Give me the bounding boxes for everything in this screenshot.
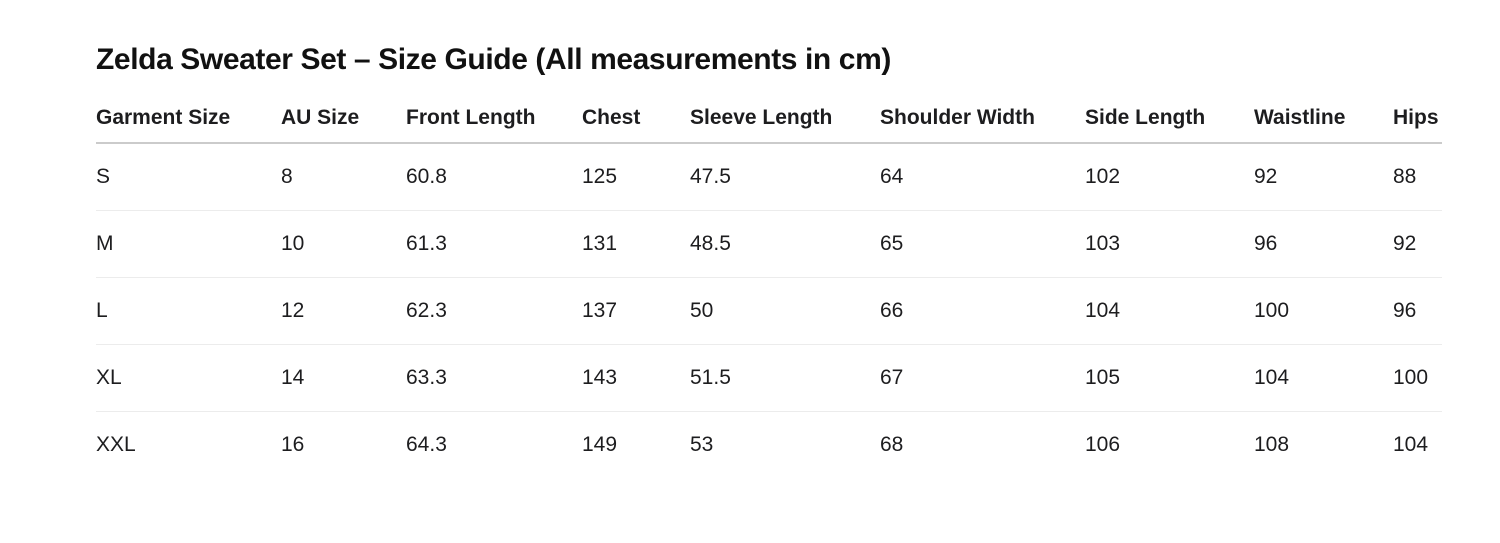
table-cell: 64.3 [406,433,447,456]
table-cell: 143 [582,344,690,412]
table-cell: 102 [1085,143,1254,211]
table-cell: 16 [281,433,305,456]
table-cell: 48.5 [690,210,880,278]
table-cell: M [96,210,281,278]
table-cell: 66 [880,277,1085,345]
column-header-sleeve-length: Sleeve Length [690,94,880,144]
table-cell: 108 [1254,433,1290,456]
table-cell: 104 [1085,277,1254,345]
size-guide-page: Zelda Sweater Set – Size Guide (All meas… [96,43,1442,478]
table-cell: 47.5 [690,143,880,211]
table-cell: 96 [1393,277,1442,345]
column-header-waistline: Waistline [1254,94,1393,144]
table-cell: 100 [1254,277,1393,345]
column-header-garment-size: Garment Size [96,94,281,144]
table-row-xxl: XXL 16 64.3 149 53 68 106 108 104 [96,412,1442,479]
table-row-s: S 8 60.8 125 47.5 64 102 92 88 [96,143,1442,211]
table-cell: 103 [1085,210,1254,278]
table-cell: 100 [1393,344,1442,412]
table-cell: 12 [281,277,406,345]
table-cell: 105 [1085,344,1254,412]
column-header-front-length: Front Length [406,94,582,144]
table-row-l: L 12 62.3 137 50 66 104 100 96 [96,277,1442,345]
column-header-chest: Chest [582,94,690,144]
table-cell: 96 [1254,210,1393,278]
table-cell: 53 [690,433,714,456]
table-cell: 88 [1393,143,1442,211]
table-cell: 63.3 [406,344,582,412]
table-row-xl: XL 14 63.3 143 51.5 67 105 104 100 [96,344,1442,412]
table-cell: 64 [880,143,1085,211]
table-cell: 149 [582,433,618,456]
table-cell: 10 [281,210,406,278]
table-cell: 125 [582,143,690,211]
table-cell: 137 [582,277,690,345]
table-cell: 62.3 [406,277,582,345]
page-title: Zelda Sweater Set – Size Guide (All meas… [96,43,891,76]
table-cell: 60.8 [406,143,582,211]
column-header-hips: Hips [1393,94,1442,144]
table-cell: 51.5 [690,344,880,412]
column-header-side-length: Side Length [1085,94,1254,144]
table-cell: 14 [281,344,406,412]
table-cell: 92 [1393,210,1442,278]
column-header-shoulder-width: Shoulder Width [880,94,1085,144]
table-cell: S [96,143,281,211]
table-header-row: Garment Size AU Size Front Length Chest … [96,94,1442,144]
size-guide-table: Garment Size AU Size Front Length Chest … [96,94,1442,478]
table-cell: 104 [1393,433,1429,456]
table-cell: XL [96,344,281,412]
table-cell: 65 [880,210,1085,278]
table-cell: 106 [1085,433,1121,456]
table-cell: 61.3 [406,210,582,278]
table-cell: 50 [690,277,880,345]
column-header-au-size: AU Size [281,94,406,144]
table-cell: 8 [281,143,406,211]
table-cell: 68 [880,433,904,456]
table-cell: L [96,277,281,345]
table-row-m: M 10 61.3 131 48.5 65 103 96 92 [96,210,1442,278]
table-cell: 92 [1254,143,1393,211]
table-cell: 67 [880,344,1085,412]
table-cell: 131 [582,210,690,278]
table-cell: XXL [96,433,136,456]
table-cell: 104 [1254,344,1393,412]
